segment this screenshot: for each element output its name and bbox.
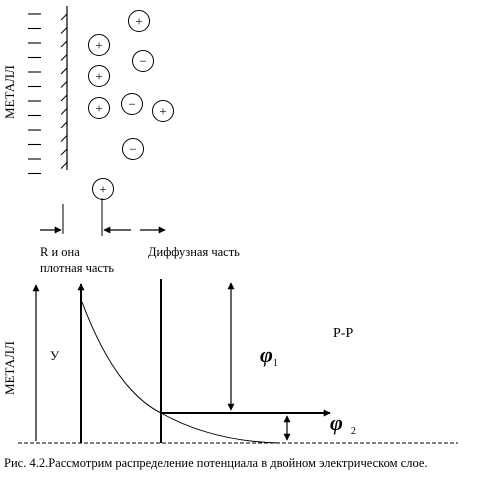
ion: +: [152, 100, 174, 122]
metal-hatch: [60, 108, 68, 115]
metal-hatch: [60, 162, 68, 169]
figure-caption: Рис. 4.2.Рассмотрим распределение потенц…: [4, 456, 428, 470]
ion-sign: +: [95, 38, 102, 53]
ions: + + − + + − + − +: [88, 10, 174, 200]
ion: −: [132, 50, 154, 72]
ion-sign: −: [129, 142, 136, 157]
ion-circle: [88, 34, 110, 56]
ion-sign: −: [139, 54, 146, 69]
metal-surface: [28, 6, 68, 175]
ion-sign: +: [159, 104, 166, 119]
bottom-metal-label: МЕТАЛЛ: [2, 341, 17, 395]
double-layer-diagram: МЕТАЛЛ + + − + + − + − + R и она плотная часть Д…: [2, 6, 458, 444]
ion-circle: [88, 97, 110, 119]
ion-sign: −: [128, 97, 135, 112]
ion-sign: +: [99, 182, 106, 197]
metal-hatch: [60, 13, 68, 21]
ion-sign: +: [95, 69, 102, 84]
phi1-subscript: 1: [273, 358, 278, 369]
ion-sign: +: [95, 101, 102, 116]
metal-hatch: [60, 40, 68, 48]
dense-label-line2: плотная часть: [40, 261, 114, 275]
dense-label-line1: R и она: [40, 245, 80, 259]
phi1-symbol: φ: [260, 342, 273, 367]
metal-hatch: [60, 54, 68, 61]
metal-hatch: [60, 148, 68, 156]
potential-curve: [81, 301, 281, 444]
ion: +: [92, 178, 114, 200]
phi2-subscript: 2: [351, 426, 356, 437]
ion: −: [122, 138, 144, 160]
ion: +: [88, 65, 110, 87]
y-label: У: [50, 348, 60, 363]
ion-sign: +: [135, 14, 142, 29]
ion: +: [88, 34, 110, 56]
top-metal-label: МЕТАЛЛ: [2, 65, 17, 119]
ion-circle: [92, 178, 114, 200]
ion-circle: [122, 138, 144, 160]
metal-hatch: [60, 67, 68, 75]
phi1-label: φ1: [260, 342, 278, 369]
metal-hatch: [60, 121, 68, 129]
phi2-symbol: φ: [330, 410, 343, 435]
metal-hatch: [60, 94, 68, 102]
ion-circle: [121, 93, 143, 115]
metal-hatch: [60, 135, 68, 142]
ion-circle: [88, 65, 110, 87]
diffuse-label: Диффузная часть: [148, 245, 240, 259]
ion: +: [88, 97, 110, 119]
ion-circle: [128, 10, 150, 32]
ion: +: [128, 10, 150, 32]
metal-hatch: [60, 27, 68, 34]
metal-hatch: [60, 81, 68, 88]
ion: −: [121, 93, 143, 115]
pp-label: Р-Р: [333, 326, 353, 341]
ion-circle: [152, 100, 174, 122]
ion-circle: [132, 50, 154, 72]
